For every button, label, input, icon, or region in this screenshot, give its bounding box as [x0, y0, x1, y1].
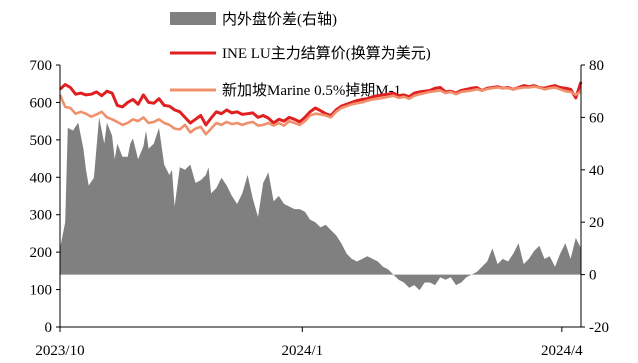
- left-tick-label: 600: [30, 95, 53, 111]
- x-tick-label: 2023/10: [35, 343, 84, 359]
- x-tick-label: 2024/4: [541, 343, 583, 359]
- left-tick-label: 700: [30, 58, 53, 74]
- left-tick-label: 200: [30, 245, 53, 261]
- right-tick-label: 80: [589, 58, 604, 74]
- left-tick-label: 300: [30, 208, 53, 224]
- left-tick-label: 400: [30, 170, 53, 186]
- plot-area: [58, 81, 583, 291]
- axes: 0 100 200 300 400 500 600 700 -20 0 20 40 60 80 2023/1…: [30, 58, 610, 359]
- right-tick-label: 20: [589, 215, 604, 231]
- legend-label-spread: 内外盘价差(右轴): [222, 10, 337, 28]
- series-area-spread: [60, 117, 581, 291]
- right-tick-label: -20: [589, 320, 609, 336]
- left-tick-label: 0: [45, 320, 53, 336]
- left-tick-label: 500: [30, 133, 53, 149]
- legend-label-ine: INE LU主力结算价(换算为美元): [222, 44, 431, 62]
- right-tick-label: 60: [589, 110, 604, 126]
- series-line-marine: [58, 85, 582, 136]
- legend-label-marine: 新加坡Marine 0.5%掉期M-1: [222, 82, 401, 99]
- left-tick-label: 100: [30, 283, 53, 299]
- right-tick-label: 0: [589, 268, 597, 284]
- x-tick-label: 2024/1: [281, 343, 323, 359]
- legend: 内外盘价差(右轴) INE LU主力结算价(换算为美元) 新加坡Marine 0…: [170, 10, 431, 99]
- right-tick-label: 40: [589, 163, 604, 179]
- legend-swatch-spread: [170, 12, 216, 25]
